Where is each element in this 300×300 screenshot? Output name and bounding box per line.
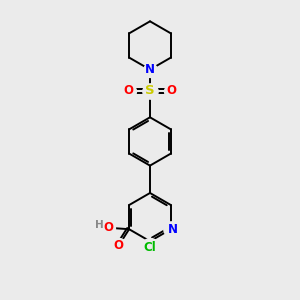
Text: N: N bbox=[168, 223, 178, 236]
Text: Cl: Cl bbox=[144, 241, 156, 254]
Text: O: O bbox=[103, 221, 113, 234]
Text: O: O bbox=[124, 84, 134, 97]
Text: S: S bbox=[145, 84, 155, 97]
Text: H: H bbox=[95, 220, 103, 230]
Text: O: O bbox=[166, 84, 176, 97]
Text: N: N bbox=[145, 63, 155, 76]
Text: O: O bbox=[114, 239, 124, 252]
